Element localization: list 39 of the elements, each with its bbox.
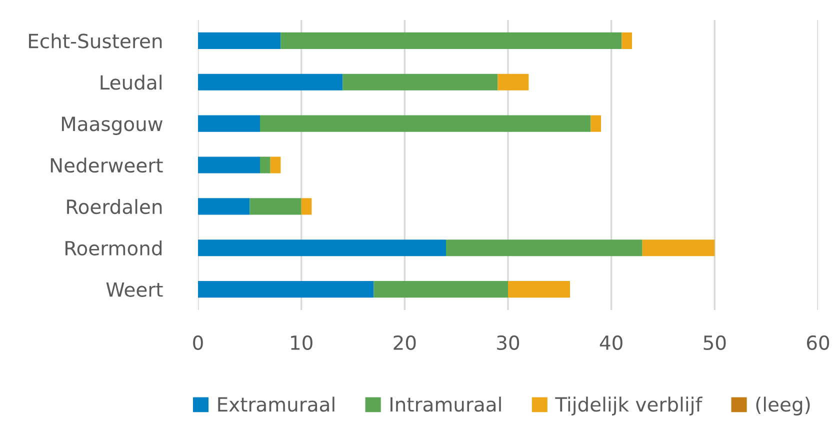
- bar: [270, 156, 281, 174]
- bar: [622, 32, 632, 49]
- y-tick-label: Roermond: [66, 240, 162, 256]
- bar: [642, 240, 715, 256]
- y-tick-label: Nederweert: [50, 158, 163, 173]
- x-tick-label: 0: [193, 335, 203, 350]
- y-tick-label: Roerdalen: [67, 199, 162, 214]
- bar: [498, 74, 529, 90]
- bar: [198, 32, 281, 49]
- x-tick-label: 30: [497, 335, 520, 350]
- bar: [446, 240, 642, 256]
- bar: [198, 240, 446, 256]
- x-tick-label: 50: [704, 335, 726, 350]
- bar: [342, 74, 498, 90]
- x-tick-label: 60: [806, 335, 830, 350]
- x-tick-label: 10: [291, 335, 312, 350]
- bar: [374, 281, 508, 298]
- legend-label: Tijdelijk verblijf: [555, 396, 702, 416]
- y-tick-label: Weert: [106, 282, 163, 297]
- legend-label: Intramuraal: [390, 396, 501, 412]
- bar: [198, 156, 260, 174]
- legend-label: Extramuraal: [218, 396, 334, 412]
- y-tick-label: Leudal: [100, 74, 162, 90]
- bar: [198, 281, 374, 298]
- bar: [198, 115, 260, 132]
- legend-label: (leeg): [756, 396, 810, 416]
- bar: [260, 156, 270, 174]
- bar: [260, 115, 591, 132]
- y-tick-label: Maasgouw: [62, 116, 162, 136]
- y-tick-label: Echt-Susteren: [29, 33, 162, 48]
- bar: [508, 281, 570, 298]
- bar: [590, 115, 601, 132]
- bar: [198, 198, 250, 215]
- x-tick-label: 40: [600, 335, 622, 350]
- bar: [301, 198, 312, 215]
- bar: [280, 32, 622, 49]
- x-tick-label: 20: [394, 335, 416, 350]
- bar: [250, 198, 302, 215]
- bar: [198, 74, 343, 90]
